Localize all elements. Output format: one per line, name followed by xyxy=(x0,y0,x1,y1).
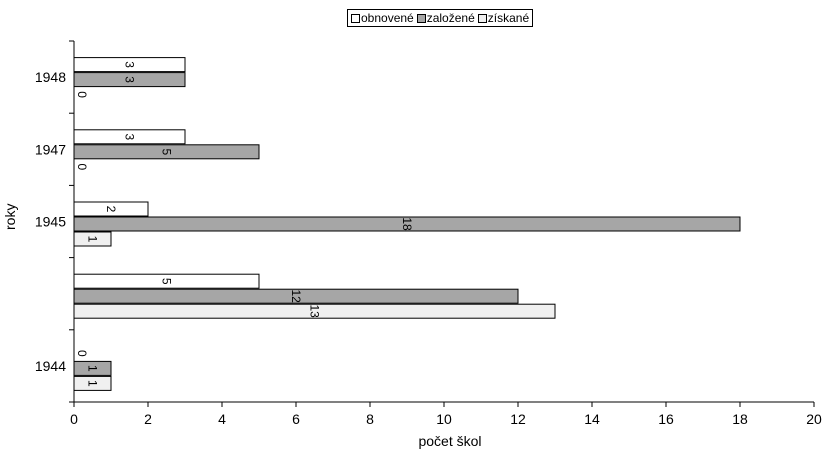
x-tick-label: 12 xyxy=(510,411,526,427)
bar-value-label: 3 xyxy=(123,133,137,140)
legend-label-obnovene: obnovené xyxy=(361,11,414,25)
bar-value-label: 18 xyxy=(400,217,414,231)
x-tick-label: 4 xyxy=(218,411,226,427)
bar-value-label: 3 xyxy=(123,61,137,68)
bar-value-label: 1 xyxy=(86,380,100,387)
x-tick-label: 14 xyxy=(584,411,600,427)
legend-swatch-zalozene xyxy=(416,13,426,23)
x-tick-label: 6 xyxy=(292,411,300,427)
legend-item-ziskane: získané xyxy=(477,11,530,25)
legend-item-zalozene: založené xyxy=(416,11,475,25)
x-tick-label: 0 xyxy=(70,411,78,427)
x-tick-label: 16 xyxy=(658,411,674,427)
bar-value-label: 0 xyxy=(75,163,89,170)
legend-item-obnovene: obnovené xyxy=(351,11,414,25)
y-tick-label: 1947 xyxy=(35,141,66,157)
y-tick-label: 1948 xyxy=(35,69,66,85)
legend-swatch-obnovene xyxy=(351,13,360,23)
bar-value-label: 0 xyxy=(75,91,89,98)
x-tick-label: 2 xyxy=(144,411,152,427)
legend: obnovené založené získané xyxy=(347,9,534,27)
x-tick-label: 20 xyxy=(806,411,822,427)
x-tick-label: 10 xyxy=(436,411,452,427)
bar-value-label: 5 xyxy=(160,148,174,155)
bar-value-label: 1 xyxy=(86,365,100,372)
y-axis-title: roky xyxy=(2,203,18,230)
legend-label-ziskane: získané xyxy=(487,11,530,25)
y-tick-label: 1945 xyxy=(35,214,66,230)
bar-value-label: 5 xyxy=(160,278,174,285)
bar-value-label: 1 xyxy=(86,236,100,243)
bar-value-label: 12 xyxy=(289,290,303,304)
legend-swatch-ziskane xyxy=(477,13,487,23)
bar-value-label: 0 xyxy=(75,350,89,357)
bar-value-label: 2 xyxy=(104,206,118,213)
bar-value-label: 13 xyxy=(308,305,322,319)
x-tick-label: 8 xyxy=(366,411,374,427)
x-axis-title: počet škol xyxy=(418,433,482,449)
x-tick-label: 18 xyxy=(732,411,748,427)
legend-label-zalozene: založené xyxy=(426,11,475,25)
bar-value-label: 3 xyxy=(123,76,137,83)
y-tick-label: 1944 xyxy=(35,358,66,374)
